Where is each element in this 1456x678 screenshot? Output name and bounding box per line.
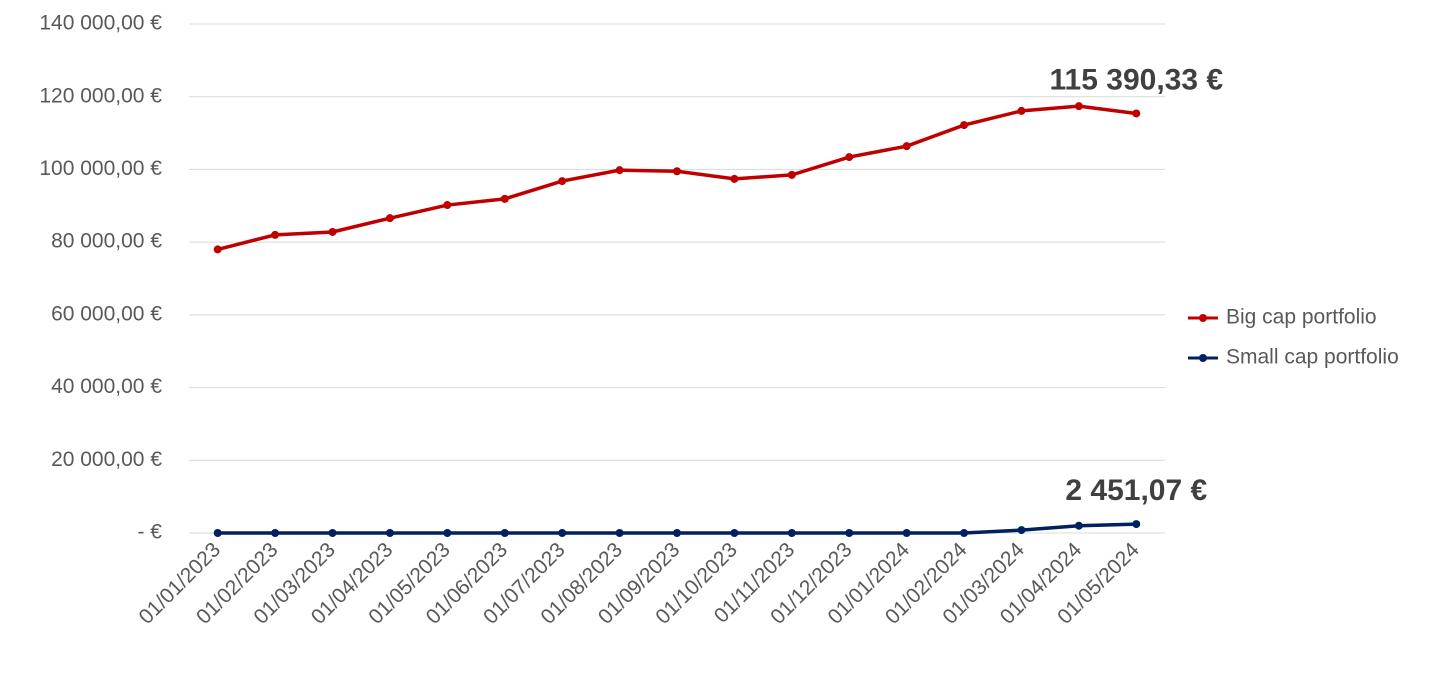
data-point [845,153,854,162]
data-point [960,121,969,130]
legend-label: Small cap portfolio [1226,346,1399,369]
data-point [213,529,222,537]
data-point [787,170,796,179]
data-point [500,194,509,203]
data-point [845,529,854,537]
legend-marker [1199,314,1207,322]
data-point [328,529,337,537]
data-point [730,174,739,183]
legend-marker [1199,354,1207,362]
y-tick-label: 80 000,00 € [51,230,162,253]
data-point [1132,520,1141,529]
y-tick-label: 140 000,00 € [39,12,162,35]
data-point [902,529,911,537]
data-point [271,529,280,537]
data-point [443,529,452,537]
data-label: 2 451,07 € [1065,474,1207,507]
data-point [500,529,509,537]
data-point [271,230,280,239]
data-point [1017,526,1026,535]
y-tick-label: 40 000,00 € [51,375,162,398]
data-point [615,529,624,537]
data-point [1132,109,1141,118]
y-tick-label: - € [137,521,162,544]
data-point [787,529,796,537]
y-tick-label: 120 000,00 € [39,84,162,107]
data-point [558,177,567,186]
data-point [1074,521,1083,530]
data-point [558,529,567,537]
data-point [1074,102,1083,111]
y-tick-label: 60 000,00 € [51,302,162,325]
data-point [328,227,337,236]
data-point [960,529,969,537]
data-point [385,214,394,223]
data-point [673,167,681,176]
data-label: 115 390,33 € [1050,63,1224,96]
series-line [217,104,1137,252]
data-point [730,529,739,537]
legend-label: Big cap portfolio [1226,306,1377,329]
y-tick-label: 20 000,00 € [51,448,162,471]
data-point [385,529,394,537]
data-point [443,201,452,210]
data-point [902,142,911,151]
data-point [673,529,681,537]
data-point [1017,106,1026,115]
data-point [615,166,624,175]
data-point [213,245,222,254]
y-tick-label: 100 000,00 € [39,157,162,180]
